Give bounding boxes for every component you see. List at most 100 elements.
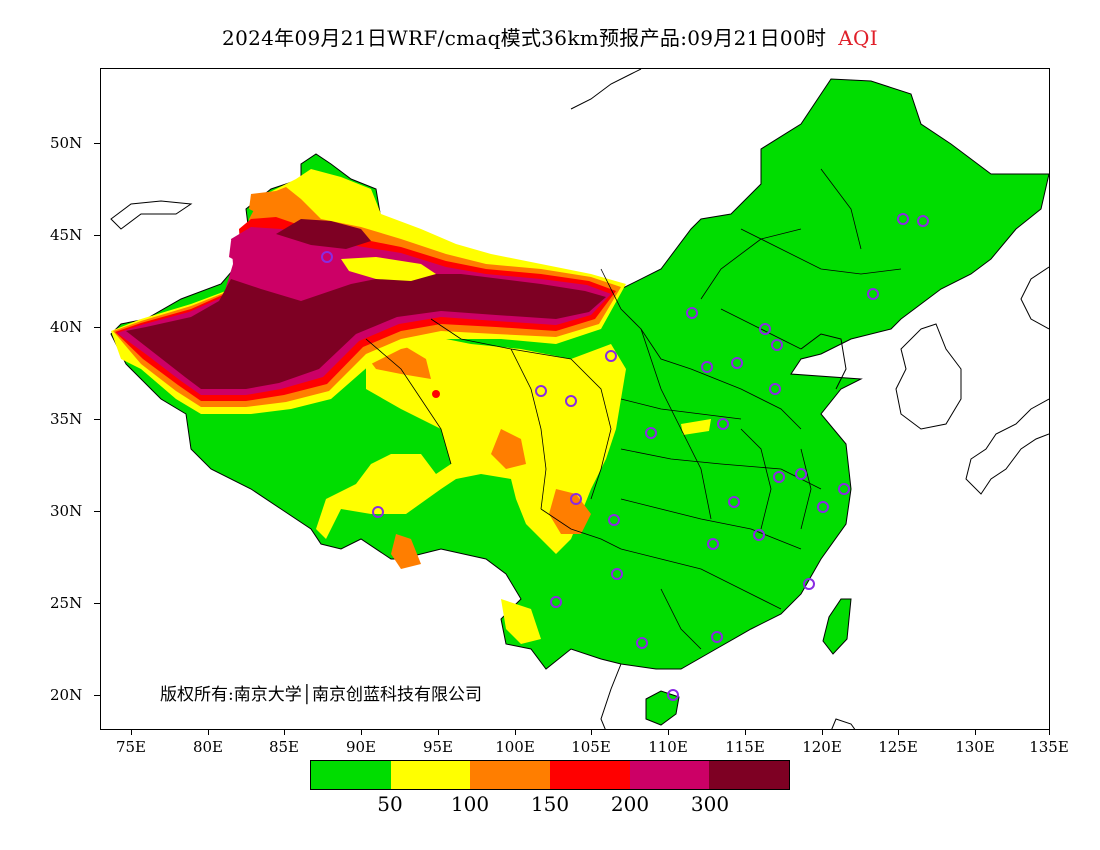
lon-label-115e: 115E [725,738,765,756]
city-marker [711,631,723,643]
city-marker [769,383,781,395]
aqi-band-maroon [276,219,371,249]
city-marker [636,637,648,649]
lon-tick [822,730,823,735]
lat-label-30n: 30N [50,502,83,520]
city-marker [753,529,765,541]
lat-tick [94,419,100,420]
aqi-band-maroon [126,274,606,389]
legend-swatch-green [311,761,391,789]
legend-label: 300 [690,792,730,816]
legend-swatch-purple [629,761,710,789]
legend-swatch-maroon [709,761,790,789]
lon-tick [975,730,976,735]
aqi-band-magenta [229,237,301,277]
lat-tick [94,235,100,236]
lon-tick [438,730,439,735]
aqi-band-yellow [316,334,626,554]
lon-label-85e: 85E [268,738,300,756]
lat-label-50n: 50N [50,134,83,152]
hotspot-marker [432,390,440,398]
city-marker [686,307,698,319]
lon-label-125e: 125E [878,738,918,756]
lon-tick [208,730,209,735]
map-title: 2024年09月21日WRF/cmaq模式36km预报产品:09月21日00时 A… [0,22,1100,51]
lon-label-130e: 130E [955,738,995,756]
city-marker [565,395,577,407]
lon-label-80e: 80E [192,738,224,756]
legend-label: 100 [450,792,490,816]
aqi-band-yellow [681,419,711,435]
lon-tick [898,730,899,735]
city-markers [321,213,929,701]
legend-label: 200 [610,792,650,816]
city-marker [803,578,815,590]
legend-swatch-yellow [390,761,471,789]
city-marker [707,538,719,550]
lon-tick [361,730,362,735]
city-marker [771,339,783,351]
city-marker [838,483,850,495]
lat-label-45n: 45N [50,226,83,244]
city-marker [867,288,879,300]
lat-tick [94,603,100,604]
city-marker [605,350,617,362]
aqi-band-yellow [501,599,541,644]
lon-tick [1049,730,1050,735]
lat-label-35n: 35N [50,410,83,428]
aqi-band-orange [391,534,421,569]
lat-label-40n: 40N [50,318,83,336]
city-marker [795,468,807,480]
lat-label-20n: 20N [50,686,83,704]
city-marker [717,418,729,430]
aqi-band-yellow [341,257,436,281]
japan-coast [1020,266,1049,330]
taiwan-island [822,598,852,655]
lon-tick [515,730,516,735]
lon-tick [668,730,669,735]
lat-tick [94,327,100,328]
bohai-coast [800,333,847,390]
hainan-island [645,690,680,726]
aqi-band-orange [491,429,526,469]
city-marker [773,471,785,483]
city-marker [321,251,333,263]
city-marker [917,215,929,227]
lat-tick [94,511,100,512]
lon-label-95e: 95E [422,738,454,756]
aqi-band-orange [249,191,286,217]
city-marker [550,596,562,608]
city-marker [372,506,384,518]
legend-label: 150 [530,792,570,816]
legend-label: 50 [377,792,403,816]
city-marker [897,213,909,225]
lat-label-25n: 25N [50,594,83,612]
city-marker [759,323,771,335]
lon-label-135e: 135E [1029,738,1069,756]
province-boundaries [365,168,902,650]
korea-peninsula [895,323,962,430]
city-marker [701,361,713,373]
city-marker [608,514,620,526]
city-marker [817,501,829,513]
city-marker [728,496,740,508]
city-marker [611,568,623,580]
vietnam-coast [600,663,622,729]
city-marker [667,689,679,701]
city-marker [535,385,547,397]
kazakh-lake [110,200,193,230]
city-marker [645,427,657,439]
lon-label-90e: 90E [345,738,377,756]
map-panel[interactable] [100,68,1050,730]
philippines-coast [831,718,856,729]
aqi-map [110,69,1049,729]
lon-label-100e: 100E [495,738,535,756]
lon-label-105e: 105E [571,738,611,756]
lat-tick [94,143,100,144]
aqi-legend [310,760,790,790]
lon-tick [131,730,132,735]
legend-swatch-orange [470,761,551,789]
sakhalin-coast [570,69,642,110]
lon-tick [745,730,746,735]
lon-tick [284,730,285,735]
